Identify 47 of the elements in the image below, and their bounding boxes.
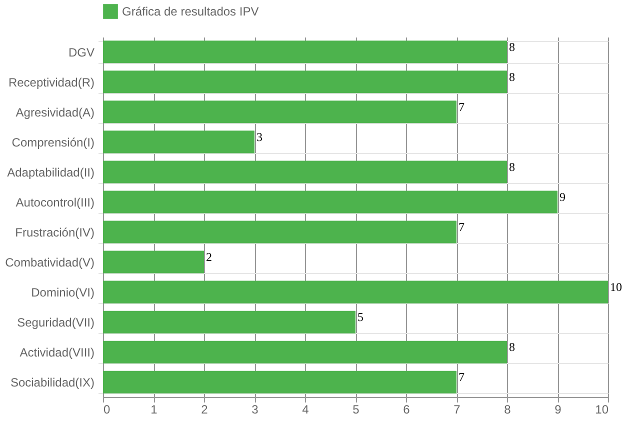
- bar: [103, 310, 356, 334]
- legend-label: Gráfica de resultados IPV: [122, 4, 259, 18]
- bar: [103, 250, 204, 274]
- bar: [103, 160, 507, 184]
- data-label: 7: [458, 100, 464, 114]
- x-tick-label: 4: [302, 402, 310, 416]
- x-tick-label: 6: [403, 402, 410, 416]
- data-label: 5: [358, 310, 364, 324]
- x-tick-label: 1: [150, 402, 158, 416]
- y-tick-label: Actividad(VIII): [20, 346, 94, 360]
- x-tick-label: 3: [252, 402, 259, 416]
- data-label: 8: [509, 70, 515, 84]
- y-tick-label: DGV: [68, 45, 94, 60]
- data-label: 2: [206, 250, 212, 264]
- x-tick-label: 0: [104, 402, 110, 416]
- y-tick-label: Combatividad(V): [5, 256, 94, 270]
- x-tick-label: 5: [352, 402, 360, 416]
- data-label: 3: [256, 130, 262, 144]
- y-tick-label: Dominio(VI): [31, 286, 94, 300]
- bar: [103, 70, 507, 94]
- bar: [103, 130, 254, 154]
- x-tick-label: 2: [201, 402, 208, 416]
- y-tick-label: Seguridad(VII): [17, 316, 94, 330]
- bar: [103, 100, 456, 124]
- bar: [103, 340, 507, 364]
- bar: [103, 190, 558, 214]
- data-label: 9: [560, 190, 566, 204]
- y-tick-label: Agresividad(A): [16, 105, 94, 120]
- data-label: 8: [509, 160, 515, 174]
- y-tick-label: Receptividad(R): [8, 75, 94, 90]
- x-tick-label: 10: [595, 402, 609, 416]
- data-label: 8: [509, 40, 515, 54]
- x-tick-label: 7: [454, 402, 461, 416]
- y-tick-label: Comprensión(I): [12, 135, 94, 150]
- y-tick-label: Adaptabilidad(II): [7, 165, 94, 180]
- y-tick-label: Frustración(IV): [15, 226, 94, 240]
- bar: [103, 40, 507, 64]
- bar: [103, 370, 456, 394]
- bar: [103, 220, 456, 244]
- data-label: 10: [610, 280, 622, 294]
- data-label: 8: [509, 340, 515, 354]
- data-label: 7: [458, 370, 464, 384]
- y-tick-label: Autocontrol(III): [16, 195, 94, 210]
- x-tick-label: 9: [554, 402, 562, 416]
- y-tick-label: Sociabilidad(IX): [10, 376, 94, 390]
- x-tick-label: 8: [504, 402, 512, 416]
- data-label: 7: [458, 220, 464, 234]
